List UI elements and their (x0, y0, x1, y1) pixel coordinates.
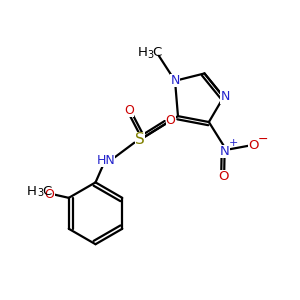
Text: C: C (42, 185, 51, 198)
Text: +: + (229, 138, 238, 148)
Text: H: H (138, 46, 148, 59)
Text: N: N (220, 91, 230, 103)
Text: 3: 3 (148, 50, 154, 60)
Text: N: N (220, 145, 230, 158)
Text: 3: 3 (37, 188, 43, 198)
Text: H: H (27, 185, 37, 198)
Text: HN: HN (97, 154, 115, 167)
Text: C: C (153, 46, 162, 59)
Text: −: − (257, 133, 268, 146)
Text: S: S (135, 132, 145, 147)
Text: O: O (45, 188, 55, 201)
Text: O: O (248, 139, 258, 152)
Text: N: N (170, 74, 180, 87)
Text: O: O (166, 114, 176, 127)
Text: O: O (124, 104, 134, 117)
Text: O: O (218, 170, 229, 183)
